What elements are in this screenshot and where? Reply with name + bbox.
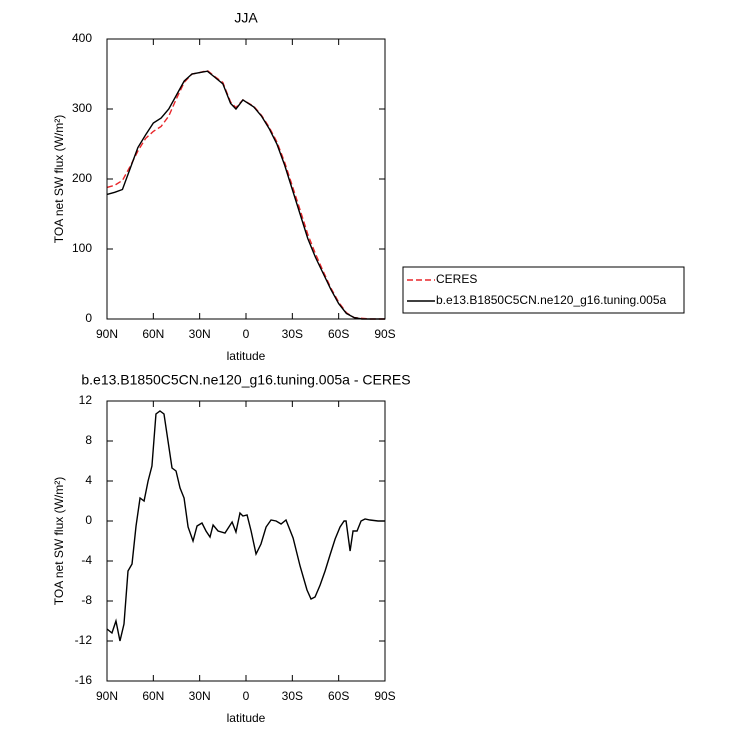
y-tick-label: 100 — [72, 241, 92, 255]
x-tick-label: 30S — [282, 689, 303, 703]
y-tick-label: -4 — [81, 553, 92, 567]
line-series — [106, 70, 385, 320]
y-axis-label: TOA net SW flux (W/m²) — [52, 477, 66, 605]
x-axis-label: latitude — [227, 711, 266, 725]
plot-frame — [106, 38, 386, 320]
y-tick-label: 400 — [72, 31, 92, 45]
x-tick-label: 60N — [142, 327, 164, 341]
x-tick-label: 90S — [374, 327, 395, 341]
x-tick-label: 90N — [96, 327, 118, 341]
y-tick-label: 12 — [79, 393, 93, 407]
plot-frame — [106, 400, 386, 682]
y-tick-label: -16 — [75, 673, 93, 687]
x-tick-label: 0 — [243, 327, 250, 341]
x-tick-label: 30N — [189, 689, 211, 703]
x-tick-label: 90N — [96, 689, 118, 703]
x-tick-label: 60N — [142, 689, 164, 703]
x-tick-label: 0 — [243, 689, 250, 703]
y-tick-label: 8 — [85, 433, 92, 447]
x-tick-label: 60S — [328, 327, 349, 341]
legend-label: CERES — [436, 272, 477, 286]
y-tick-label: -12 — [75, 633, 93, 647]
x-axis-label: latitude — [227, 349, 266, 363]
line-series — [106, 69, 385, 320]
y-tick-label: 0 — [85, 513, 92, 527]
x-tick-label: 90S — [374, 689, 395, 703]
line-series — [106, 410, 385, 642]
legend-label: b.e13.B1850C5CN.ne120_g16.tuning.005a — [436, 293, 667, 307]
x-tick-label: 60S — [328, 689, 349, 703]
y-tick-label: 200 — [72, 171, 92, 185]
y-axis-label: TOA net SW flux (W/m²) — [52, 115, 66, 243]
y-tick-label: 300 — [72, 101, 92, 115]
legend-box — [402, 266, 685, 314]
x-tick-label: 30N — [189, 327, 211, 341]
y-tick-label: -8 — [81, 593, 92, 607]
y-tick-label: 0 — [85, 311, 92, 325]
chart-title: JJA — [234, 10, 258, 26]
y-tick-label: 4 — [85, 473, 92, 487]
chart-title: b.e13.B1850C5CN.ne120_g16.tuning.005a - … — [81, 372, 410, 388]
x-tick-label: 30S — [282, 327, 303, 341]
